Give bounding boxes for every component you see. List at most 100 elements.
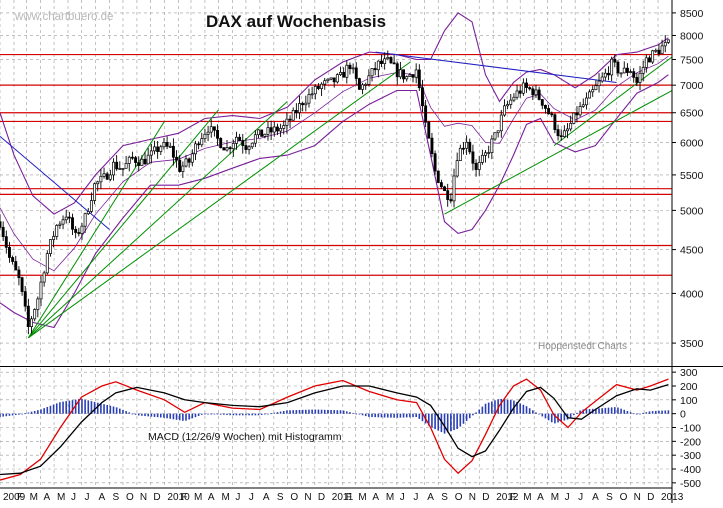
candle-body [269,127,273,133]
macd-histogram-bar [65,401,68,414]
x-tick-label: A [263,492,270,503]
macd-histogram-bar [431,413,433,428]
macd-histogram-bar [358,413,361,415]
macd-histogram-bar [191,413,194,419]
credit-label: Hoppenstedt Charts [538,341,627,352]
candle-body [200,138,204,146]
macd-y-tick-label: 300 [680,367,698,379]
macd-histogram-bar [516,401,518,414]
candle-body [543,104,547,109]
trendline [27,109,219,339]
candle-body [272,126,276,133]
macd-histogram-bar [472,413,474,416]
candle-body [42,272,46,283]
macd-histogram-bar [93,401,96,414]
candle-body [124,163,128,169]
macd-histogram-bar [497,399,499,414]
price-y-tick-label: 5500 [680,170,704,182]
macd-histogram-bar [617,407,619,414]
candle-body [490,138,494,153]
macd-histogram-bar [636,413,638,415]
x-tick-label: O [620,492,628,503]
candle-body [279,128,283,132]
macd-y-tick-label: 0 [680,409,686,421]
macd-histogram-bar [264,413,266,415]
macd-histogram-bar [257,413,260,416]
candle-body [657,49,661,55]
macd-histogram-bar [355,413,358,415]
candle-body [80,225,84,234]
macd-histogram-bar [393,413,395,418]
candle-body [14,261,18,271]
candle-body [380,60,383,64]
macd-histogram-bar [109,405,112,414]
macd-histogram-bar [119,408,121,414]
x-tick-label: A [372,492,379,503]
candle-body [389,57,393,64]
x-tick-label: 2011 [332,492,354,503]
candle-body [0,221,2,228]
candle-body [354,67,358,79]
candle-body [20,277,24,292]
candle-body [89,200,93,212]
candle-body [480,154,484,163]
candle-body [282,125,286,129]
macd-histogram-bar [68,400,71,414]
candle-body [316,86,320,89]
candle-body [591,89,595,93]
candle-body [222,147,226,151]
candle-body [584,97,588,106]
candle-body [525,82,528,88]
candle-body [96,181,100,185]
candle-body [67,216,71,219]
x-tick-label: J [400,492,405,503]
macd-histogram-bar [412,413,414,418]
candle-body [187,158,191,163]
macd-histogram-bar [560,413,563,422]
candle-body [212,126,216,131]
candle-body [376,60,380,71]
candle-body [58,223,62,226]
candle-body [257,129,260,136]
macd-histogram-bar [525,406,528,414]
macd-histogram-bar [122,409,124,414]
candle-body [588,91,592,99]
macd-histogram-bar [481,406,484,414]
candle-body [45,253,49,274]
macd-histogram-bar [333,410,335,414]
x-tick-label: D [153,492,160,503]
trendline [553,56,673,147]
macd-histogram-bar [21,413,23,415]
macd-histogram-bar [368,413,370,417]
macd-histogram-bar [327,409,329,414]
macd-histogram-bar [204,413,206,415]
candle-body [1,226,5,237]
candle-body [427,121,431,139]
x-tick-label: O [126,492,134,503]
candle-body [364,84,368,86]
x-tick-label: M [551,492,559,503]
macd-histogram-bar [172,413,175,420]
macd-histogram-bar [487,402,490,414]
candle-body [575,112,579,116]
candle-body [566,128,569,132]
candle-body [102,173,106,177]
candle-body [291,109,295,121]
macd-histogram-bar [642,412,644,414]
candle-body [143,158,147,165]
macd-histogram-bar [415,413,417,418]
macd-histogram-bar [346,411,348,414]
macd-histogram-bar [52,404,55,414]
macd-histogram-bar [279,411,282,414]
candle-body [307,94,311,104]
watermark: www.chartbuero.de [14,11,113,23]
macd-histogram-bar [629,412,632,414]
macd-histogram-bar [254,413,257,416]
candle-body [178,159,182,172]
candle-body [30,318,33,327]
candle-body [569,123,573,130]
candle-body [108,174,112,180]
x-tick-label: J [249,492,254,503]
candle-body [313,86,317,95]
